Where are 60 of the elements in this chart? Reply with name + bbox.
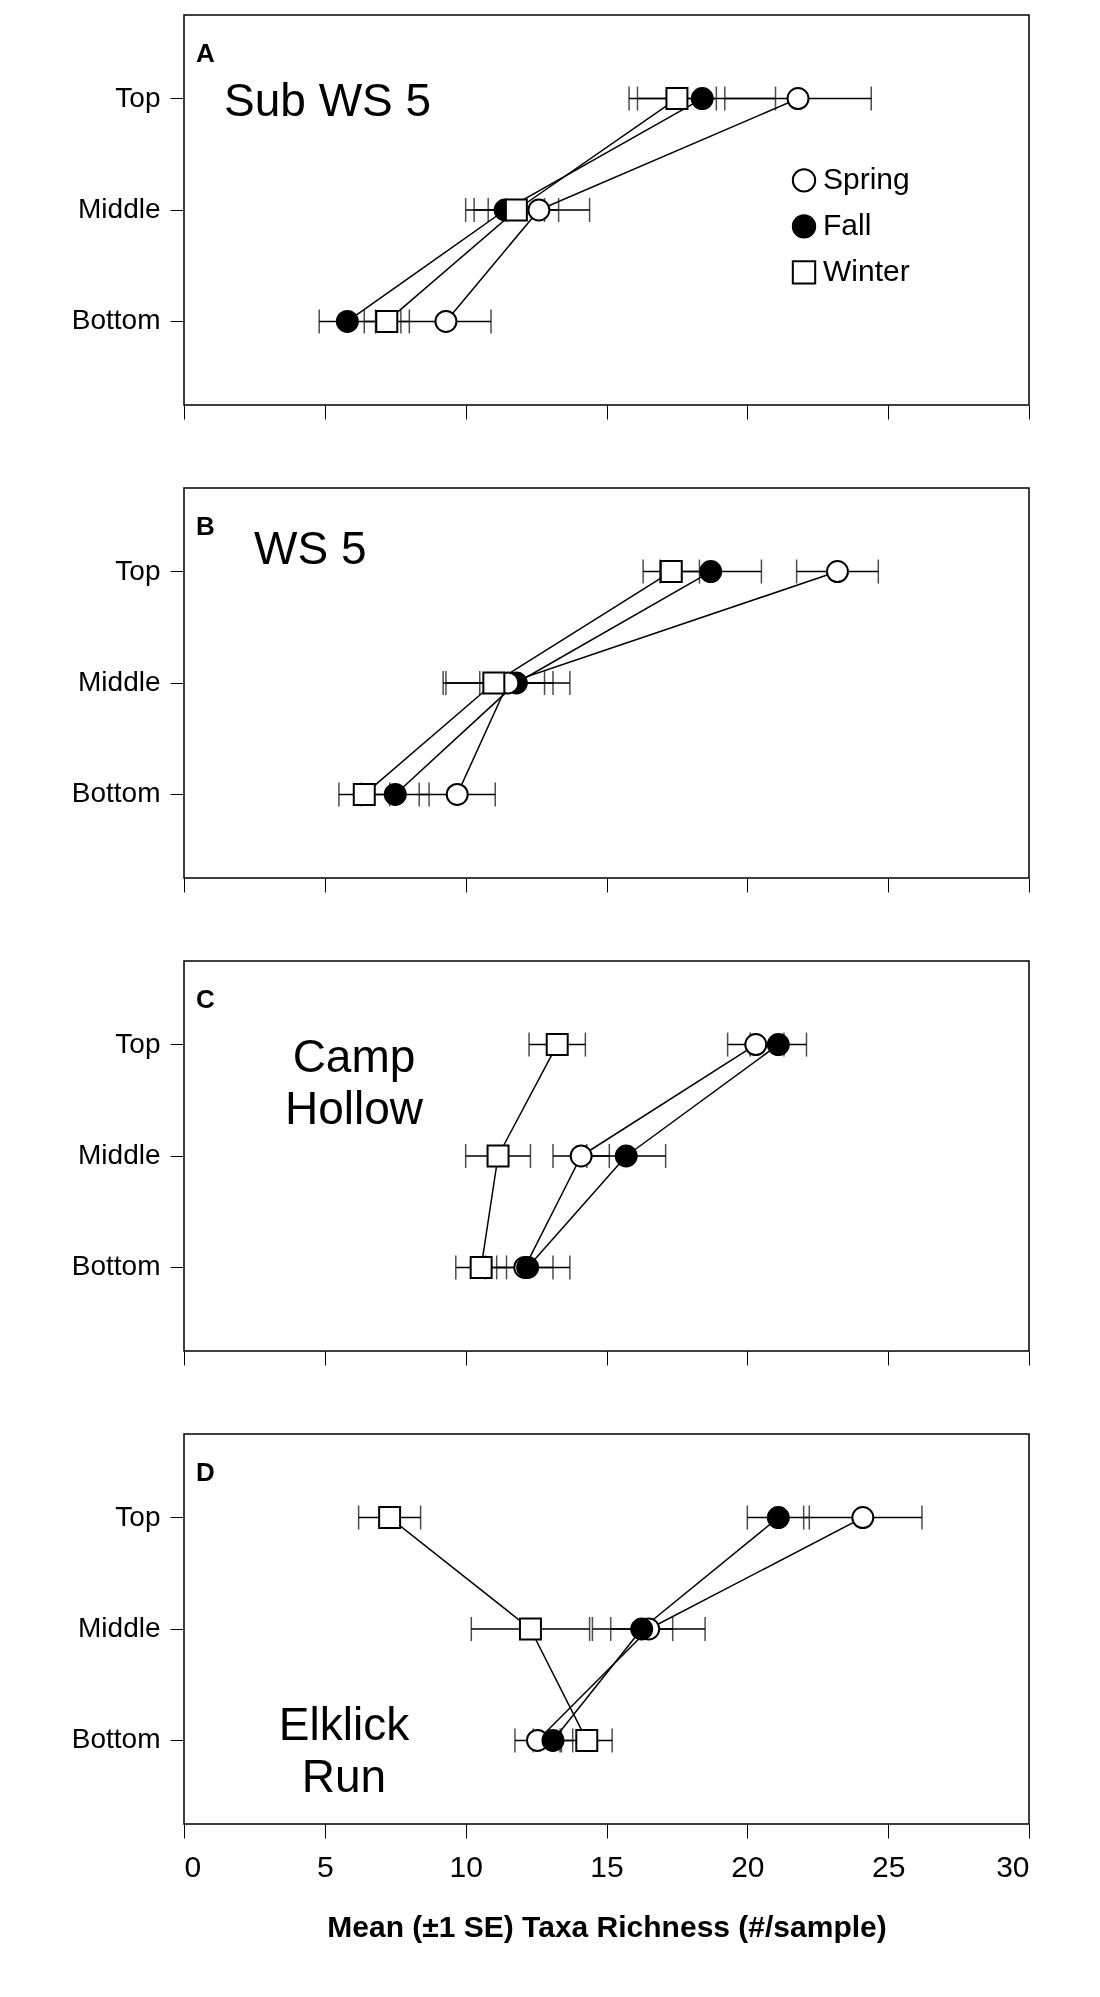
- y-tick-label: Top: [115, 1500, 161, 1532]
- point: [786, 87, 810, 111]
- point: [378, 1506, 402, 1530]
- annotation: Elklick Run: [278, 1698, 411, 1802]
- point: [744, 1033, 768, 1057]
- point: [434, 309, 458, 333]
- point: [527, 198, 551, 222]
- point: [335, 309, 359, 333]
- point: [699, 560, 723, 584]
- point: [486, 1144, 510, 1168]
- x-tick-label: 10: [449, 1849, 483, 1883]
- y-tick-label: Bottom: [71, 304, 161, 336]
- point: [659, 560, 683, 584]
- y-tick-label: Bottom: [71, 777, 161, 809]
- point: [851, 1506, 875, 1530]
- point: [575, 1728, 599, 1752]
- annotation: B: [196, 511, 215, 541]
- y-tick-label: Middle: [78, 193, 161, 224]
- x-tick-label: 25: [871, 1849, 906, 1883]
- annotation: A: [196, 38, 215, 68]
- y-tick-label: Bottom: [71, 1250, 161, 1282]
- point: [766, 1506, 790, 1530]
- legend-label: Winter: [823, 254, 910, 288]
- point: [541, 1728, 565, 1752]
- point: [665, 87, 689, 111]
- annotation: Sub WS 5: [224, 74, 432, 126]
- x-tick-label: 15: [590, 1849, 624, 1883]
- x-tick-label: 20: [731, 1849, 765, 1883]
- point: [469, 1255, 493, 1279]
- point: [614, 1144, 638, 1168]
- y-tick-label: Top: [115, 1027, 161, 1059]
- y-tick-label: Top: [115, 554, 161, 586]
- point: [352, 782, 376, 806]
- annotation: WS 5: [254, 522, 367, 574]
- x-axis-title: Mean (±1 SE) Taxa Richness (#/sample): [327, 1909, 887, 1943]
- y-tick-label: Top: [115, 81, 161, 113]
- point: [569, 1144, 593, 1168]
- annotation: D: [196, 1457, 215, 1487]
- point: [518, 1617, 542, 1641]
- point: [690, 87, 714, 111]
- x-tick-label: 5: [316, 1849, 334, 1883]
- point: [482, 671, 506, 695]
- point: [545, 1033, 569, 1057]
- point: [766, 1033, 790, 1057]
- point: [825, 560, 849, 584]
- y-tick-label: Middle: [78, 666, 161, 697]
- annotation: Camp Hollow: [284, 1030, 424, 1134]
- legend-label: Spring: [823, 162, 910, 196]
- annotation: C: [196, 984, 215, 1014]
- x-tick-label: 30: [996, 1849, 1030, 1883]
- point: [383, 782, 407, 806]
- y-tick-label: Middle: [78, 1612, 161, 1643]
- point: [445, 782, 469, 806]
- point: [630, 1617, 654, 1641]
- point: [504, 198, 528, 222]
- y-tick-label: Middle: [78, 1139, 161, 1170]
- legend-label: Fall: [823, 208, 872, 242]
- point: [375, 309, 399, 333]
- y-tick-label: Bottom: [71, 1723, 161, 1755]
- x-tick-label: 0: [184, 1849, 202, 1883]
